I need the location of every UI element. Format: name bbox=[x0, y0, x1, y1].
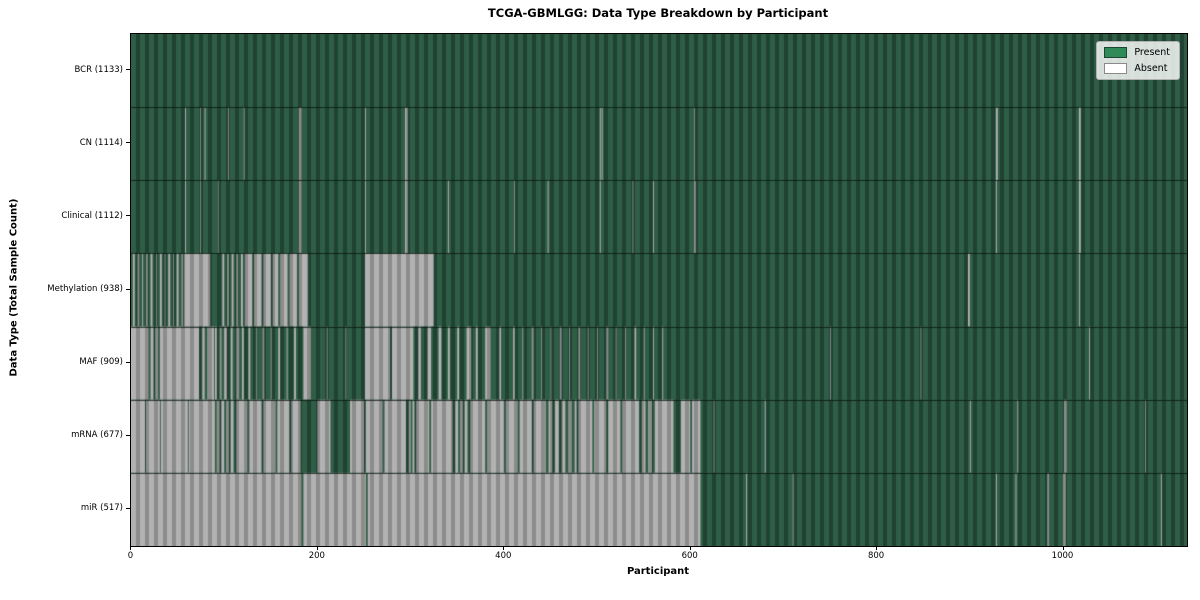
y-tick-label-cn: CN (1114) bbox=[79, 137, 123, 148]
matrix-canvas bbox=[131, 34, 1187, 546]
x-axis-label: Participant bbox=[626, 566, 690, 577]
x-tick-label-600: 600 bbox=[681, 551, 698, 561]
x-tick-label-800: 800 bbox=[867, 551, 885, 561]
legend-item-present: Present bbox=[1104, 47, 1170, 58]
chart-title: TCGA-GBMLGG: Data Type Breakdown by Part… bbox=[487, 6, 829, 20]
y-tick-mark bbox=[126, 69, 130, 71]
plot-area: Present Absent bbox=[130, 33, 1188, 547]
y-tick-label-mrna: mRNA (677) bbox=[71, 430, 123, 441]
y-tick-label-bcr: BCR (1133) bbox=[74, 64, 124, 75]
x-tick-mark bbox=[1062, 546, 1064, 550]
x-tick-label-200: 200 bbox=[308, 551, 325, 561]
legend-label: Absent bbox=[1134, 63, 1168, 74]
legend: Present Absent bbox=[1096, 41, 1180, 80]
legend-label: Present bbox=[1134, 47, 1170, 58]
x-tick-label-0: 0 bbox=[127, 551, 134, 561]
y-tick-mark bbox=[126, 288, 130, 290]
y-tick-mark bbox=[126, 361, 130, 363]
x-tick-label-400: 400 bbox=[495, 551, 512, 561]
x-tick-mark bbox=[130, 546, 132, 550]
x-tick-label-1000: 1000 bbox=[1051, 551, 1074, 561]
y-tick-label-mir: miR (517) bbox=[80, 503, 123, 514]
y-tick-mark bbox=[126, 434, 130, 436]
x-tick-mark bbox=[876, 546, 878, 550]
y-tick-label-maf: MAF (909) bbox=[79, 357, 123, 368]
legend-swatch-absent bbox=[1104, 63, 1128, 74]
x-tick-mark bbox=[689, 546, 691, 550]
y-tick-label-clinical: Clinical (1112) bbox=[61, 210, 123, 221]
y-tick-mark bbox=[126, 142, 130, 144]
legend-item-absent: Absent bbox=[1104, 63, 1170, 74]
x-tick-mark bbox=[316, 546, 318, 550]
y-tick-mark bbox=[126, 215, 130, 217]
x-tick-mark bbox=[503, 546, 505, 550]
y-tick-label-methylation: Methylation (938) bbox=[47, 284, 123, 294]
legend-swatch-present bbox=[1104, 47, 1128, 58]
y-tick-mark bbox=[126, 507, 130, 509]
